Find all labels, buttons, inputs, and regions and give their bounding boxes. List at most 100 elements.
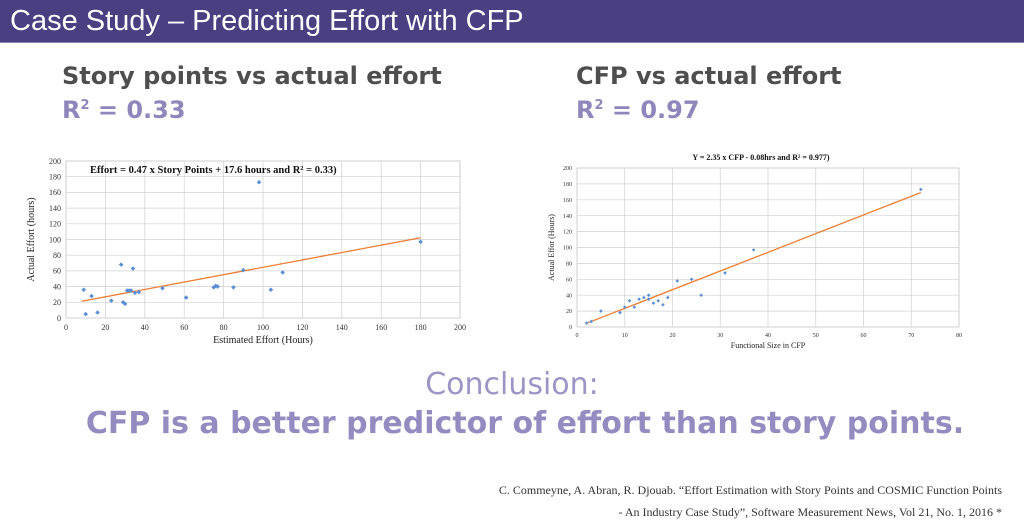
right-panel-heading: CFP vs actual effort R2 = 0.97: [576, 61, 842, 125]
x-tick-label: 0: [64, 323, 68, 332]
data-point: [665, 295, 670, 300]
left-r2-value: R2 = 0.33: [62, 91, 442, 125]
title-divider: [0, 42, 1024, 43]
y-tick-label: 20: [566, 309, 572, 315]
data-point: [919, 187, 923, 192]
x-tick-label: 140: [336, 323, 348, 332]
x-tick-label: 160: [375, 323, 387, 332]
x-tick-label: 20: [670, 333, 676, 339]
left-r2-prefix: R: [62, 96, 81, 124]
data-point: [83, 311, 88, 317]
y-tick-label: 0: [569, 325, 572, 331]
data-point: [618, 310, 622, 315]
data-point: [268, 287, 274, 293]
data-point: [122, 301, 128, 307]
left-panel-heading: Story points vs actual effort R2 = 0.33: [62, 61, 442, 125]
y-tick-label: 140: [563, 214, 572, 220]
data-point: [642, 295, 646, 300]
y-axis-label: Actual Effort (hours): [26, 197, 37, 281]
data-point: [136, 289, 142, 295]
right-r2-value: R2 = 0.97: [576, 91, 842, 125]
x-tick-label: 60: [180, 323, 188, 332]
y-tick-label: 200: [563, 166, 572, 172]
x-tick-label: 120: [296, 323, 308, 332]
data-point: [215, 284, 220, 289]
data-point: [81, 287, 87, 293]
right-r2-superscript: 2: [594, 98, 604, 113]
data-point: [599, 309, 603, 313]
data-point: [637, 297, 641, 301]
x-tick-label: 0: [576, 333, 579, 339]
data-point: [128, 288, 134, 293]
y-tick-label: 100: [563, 246, 572, 252]
x-tick-label: 180: [415, 323, 427, 332]
data-point: [584, 321, 589, 325]
y-tick-label: 60: [53, 267, 61, 276]
data-point: [661, 302, 665, 307]
x-tick-label: 20: [101, 323, 109, 332]
y-tick-label: 160: [49, 188, 61, 197]
x-tick-label: 60: [861, 333, 867, 339]
y-tick-label: 120: [563, 230, 572, 236]
data-point: [689, 277, 694, 282]
data-point: [627, 298, 632, 303]
data-point: [723, 271, 727, 275]
x-tick-label: 70: [908, 333, 914, 339]
right-heading-text: CFP vs actual effort: [576, 62, 842, 90]
data-point: [651, 301, 656, 305]
x-tick-label: 40: [141, 323, 149, 332]
data-point: [231, 285, 236, 290]
left-heading-text: Story points vs actual effort: [62, 62, 442, 90]
x-tick-label: 40: [765, 333, 771, 339]
data-point: [89, 293, 94, 299]
x-tick-label: 50: [813, 333, 819, 339]
data-point: [280, 270, 285, 275]
data-point: [656, 298, 660, 303]
title-bar: Case Study – Predicting Effort with CFP: [0, 0, 1024, 42]
left-r2-superscript: 2: [80, 98, 90, 113]
data-point: [699, 293, 703, 297]
right-r2-prefix: R: [576, 96, 595, 124]
y-tick-label: 80: [53, 251, 61, 260]
data-point: [241, 267, 246, 273]
trendline: [586, 191, 922, 324]
data-point: [751, 248, 756, 252]
data-point: [95, 310, 100, 315]
data-point: [118, 262, 124, 267]
x-tick-label: 80: [956, 333, 962, 339]
chart-title: Y = 2.35 x CFP - 0.08hrs and R² = 0.977): [692, 153, 830, 162]
y-tick-label: 140: [49, 204, 61, 213]
x-tick-label: 30: [717, 333, 723, 339]
y-tick-label: 180: [49, 173, 61, 182]
y-tick-label: 180: [563, 182, 572, 188]
data-point: [109, 298, 114, 304]
x-axis-label: Estimated Effort (Hours): [213, 335, 313, 346]
data-point: [418, 239, 423, 245]
left-r2-number: = 0.33: [89, 96, 186, 124]
data-point: [160, 285, 165, 291]
data-point: [675, 279, 680, 283]
data-point: [211, 285, 217, 290]
conclusion-statement: CFP is a better predictor of effort than…: [85, 406, 965, 441]
slide-title: Case Study – Predicting Effort with CFP: [10, 5, 524, 37]
data-point: [622, 305, 627, 309]
y-tick-label: 200: [49, 157, 61, 166]
y-tick-label: 20: [53, 298, 61, 307]
y-tick-label: 60: [566, 277, 572, 283]
data-point: [632, 305, 637, 309]
data-point: [132, 290, 138, 296]
data-point: [183, 295, 189, 300]
data-point: [256, 179, 262, 185]
chart-title: Effort = 0.47 x Story Points + 17.6 hour…: [90, 165, 337, 176]
y-tick-label: 40: [53, 282, 61, 291]
citation-line-1: C. Commeyne, A. Abran, R. Djouab. “Effor…: [498, 483, 1002, 497]
x-tick-label: 200: [454, 323, 466, 332]
y-axis-label: Actual Effor (Hours): [547, 214, 556, 281]
y-tick-label: 40: [566, 293, 572, 299]
x-tick-label: 100: [257, 323, 269, 332]
data-point: [646, 297, 651, 301]
data-point: [130, 266, 136, 271]
x-tick-label: 10: [622, 333, 628, 339]
